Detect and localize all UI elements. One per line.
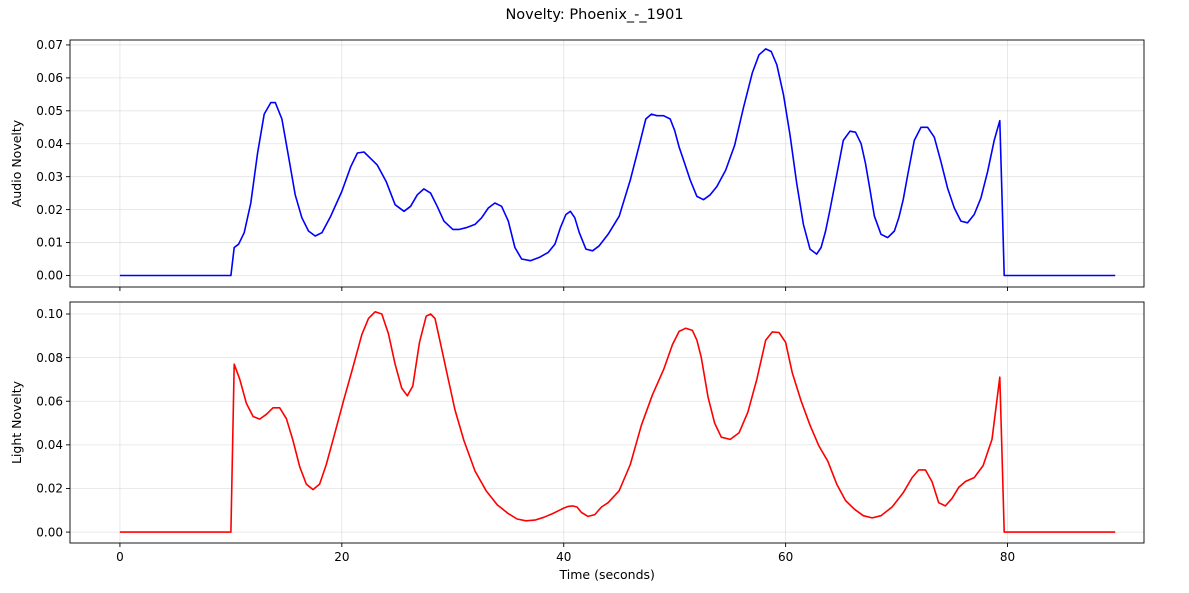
x-tick-label: 80 — [1000, 550, 1015, 564]
series-line — [119, 311, 1116, 533]
y-tick-label: 0.04 — [36, 438, 63, 452]
chart-title: Novelty: Phoenix_-_1901 — [505, 7, 684, 23]
y-tick-label: 0.03 — [36, 170, 63, 184]
y-tick-label: 0.02 — [36, 203, 63, 217]
axes-frame — [69, 39, 1145, 288]
y-tick-label: 0.10 — [36, 307, 63, 321]
series-line — [119, 48, 1116, 277]
x-tick-label: 40 — [556, 550, 571, 564]
y-tick-label: 0.06 — [36, 71, 63, 85]
x-axis-label: Time (seconds) — [559, 567, 655, 582]
y-tick-label: 0.04 — [36, 137, 63, 151]
y-tick-label: 0.06 — [36, 394, 63, 408]
audio-y-axis-label: Audio Novelty — [8, 119, 24, 208]
axes-frame — [69, 301, 1145, 544]
light-novelty-panel: 0.00 0.02 0.04 0.06 0.08 0.10 0 20 40 60 80 — [36, 301, 1145, 564]
x-tick-label: 60 — [778, 550, 793, 564]
y-tick-label: 0.00 — [36, 525, 63, 539]
audio-novelty-panel: 0.00 0.01 0.02 0.03 0.04 0.05 0.06 0.07 — [36, 38, 1145, 291]
y-tick-label: 0.00 — [36, 269, 63, 283]
light-y-axis-label: Light Novelty — [8, 380, 24, 465]
x-tick-label: 0 — [116, 550, 124, 564]
y-tick-label: 0.02 — [36, 482, 63, 496]
x-tick-label: 20 — [334, 550, 349, 564]
y-tick-label: 0.08 — [36, 351, 63, 365]
y-tick-label: 0.01 — [36, 236, 63, 250]
y-tick-label: 0.05 — [36, 104, 63, 118]
y-tick-label: 0.07 — [36, 38, 63, 52]
